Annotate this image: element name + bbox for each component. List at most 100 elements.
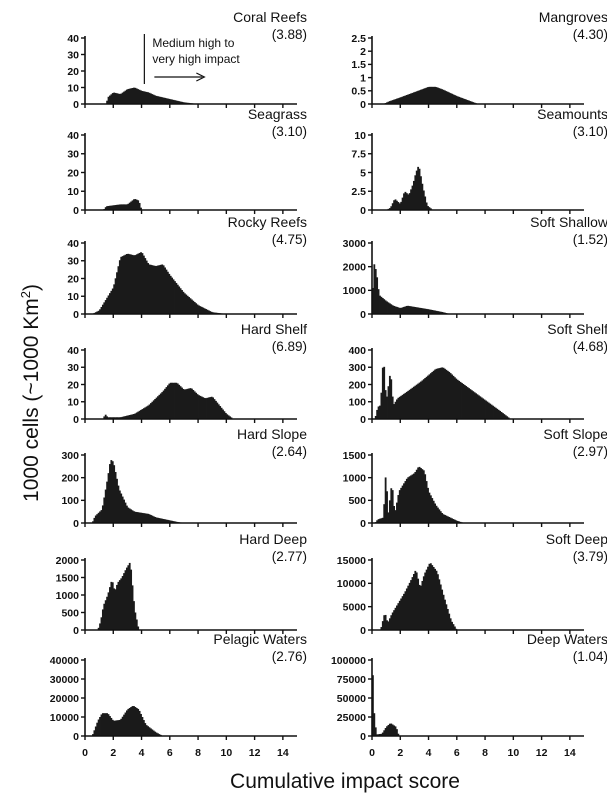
histogram-bar xyxy=(470,390,473,419)
y-tick-label: 2.5 xyxy=(351,186,366,198)
histogram-bar xyxy=(374,415,377,419)
histogram-bar xyxy=(414,91,417,104)
histogram-bar xyxy=(388,723,391,736)
histogram-bar xyxy=(137,708,140,736)
histogram-bar xyxy=(120,256,123,314)
histogram-bar xyxy=(412,386,415,419)
histogram-bar xyxy=(191,388,193,419)
histogram-bar xyxy=(162,390,165,419)
histogram-bar xyxy=(121,92,124,104)
histogram-bar xyxy=(123,255,125,314)
y-tick-label: 500 xyxy=(348,495,366,507)
histogram-bar xyxy=(388,303,391,314)
histogram-bar xyxy=(404,392,407,419)
histogram-bar xyxy=(114,417,117,419)
histogram-bar xyxy=(397,307,400,314)
histogram-bar xyxy=(150,93,152,104)
histogram-bar xyxy=(116,584,118,630)
histogram-bar xyxy=(118,490,121,523)
histogram-bar xyxy=(461,382,463,419)
histogram-bar xyxy=(107,473,110,523)
panel-pelagic-waters: 40000 30000 20000 10000 00 2 4 6 8 10 12 14 Pelagic … xyxy=(50,631,307,759)
y-tick-label: 7.5 xyxy=(351,149,366,161)
histogram-bar xyxy=(376,409,379,419)
histogram-bar xyxy=(400,598,403,630)
histogram-bar xyxy=(118,204,121,210)
y-tick-label: 1 xyxy=(360,72,366,84)
histogram-bar xyxy=(120,718,123,736)
histogram-bar xyxy=(174,100,176,104)
x-tick-label: 10 xyxy=(220,747,232,759)
histogram-bar xyxy=(442,367,445,419)
histogram-bar xyxy=(100,510,103,523)
histogram-bar xyxy=(107,96,110,104)
histogram-bar xyxy=(145,260,148,314)
histogram-bar xyxy=(432,86,435,104)
histogram-bar xyxy=(124,570,127,630)
histogram-bar xyxy=(106,297,109,314)
histogram-bar xyxy=(401,307,404,314)
histogram-bar xyxy=(138,512,141,523)
histogram-bar xyxy=(151,94,154,104)
histogram-bar xyxy=(145,513,148,523)
histogram-bar xyxy=(429,495,432,523)
histogram-bar xyxy=(179,386,182,419)
histogram-bar xyxy=(421,308,424,314)
histogram-bar xyxy=(438,88,441,104)
histogram-bar xyxy=(109,587,111,631)
histogram-bar xyxy=(157,96,159,104)
histogram-bar xyxy=(109,95,111,104)
histogram-bar xyxy=(116,417,118,419)
histogram-bar xyxy=(130,88,133,104)
histogram-bar xyxy=(172,279,175,314)
histogram-bar xyxy=(106,713,109,736)
histogram-bar xyxy=(127,253,130,314)
histogram-bar xyxy=(158,734,161,736)
histogram-bar xyxy=(155,95,158,104)
histogram-bar xyxy=(429,309,432,314)
histogram-bar xyxy=(415,91,418,104)
histogram-bar xyxy=(191,299,193,314)
x-tick-label: 4 xyxy=(426,747,432,759)
histogram-bar xyxy=(210,311,213,314)
histogram-bar xyxy=(100,714,103,736)
panel-score: (3.88) xyxy=(272,27,307,42)
histogram-bar xyxy=(138,410,141,419)
histogram-bar xyxy=(400,307,403,314)
histogram-bar xyxy=(444,90,446,104)
panel-score: (3.10) xyxy=(272,124,307,139)
panel-hard-shelf: 40 30 20 10 0 Hard Shelf (6.89) xyxy=(67,321,307,426)
histogram-bar xyxy=(396,98,398,104)
histogram-bar xyxy=(133,199,135,210)
histogram-bar xyxy=(148,92,151,104)
histogram-bar xyxy=(158,394,161,419)
histogram-bar xyxy=(425,202,428,210)
histogram-bar xyxy=(387,724,390,736)
histogram-bar xyxy=(459,381,462,419)
histogram-bar xyxy=(456,379,459,419)
histogram-bar xyxy=(427,206,429,210)
histogram-bar xyxy=(130,569,133,630)
histogram-bar xyxy=(411,92,414,104)
histogram-bar xyxy=(142,408,145,419)
histogram-bar xyxy=(171,277,174,314)
panel-score: (1.04) xyxy=(573,649,607,664)
histogram-bar xyxy=(393,404,396,419)
histogram-bar xyxy=(199,306,202,314)
histogram-bar xyxy=(451,93,453,104)
histogram-bar xyxy=(381,732,384,736)
histogram-bar xyxy=(451,621,453,630)
histogram-bar xyxy=(427,309,429,314)
histogram-bar xyxy=(453,519,456,523)
histogram-bar xyxy=(453,377,456,419)
y-tick-label: 0 xyxy=(360,414,366,426)
histogram-bar xyxy=(154,95,157,104)
histogram-bar xyxy=(421,380,424,419)
histogram-bar xyxy=(150,403,152,419)
histogram-bar xyxy=(104,300,107,314)
histogram-bar xyxy=(120,93,123,104)
histogram-bar xyxy=(374,727,377,736)
histogram-bar xyxy=(107,295,110,314)
histogram-bar xyxy=(396,200,398,210)
